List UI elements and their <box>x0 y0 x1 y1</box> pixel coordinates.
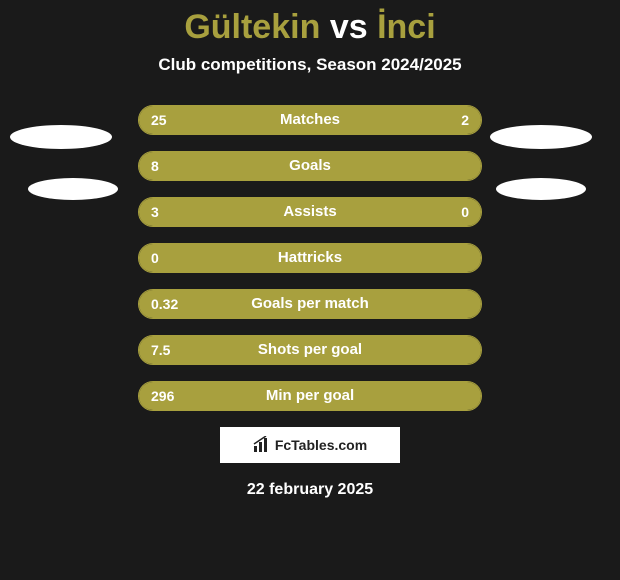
subtitle: Club competitions, Season 2024/2025 <box>0 55 620 75</box>
date: 22 february 2025 <box>0 481 620 499</box>
vs-label: vs <box>330 8 368 46</box>
stat-label: Goals <box>139 152 481 180</box>
stat-row: 0.32Goals per match <box>138 289 482 319</box>
stat-row: 296Min per goal <box>138 381 482 411</box>
player2-name: İnci <box>377 8 436 46</box>
stat-row: 25Matches2 <box>138 105 482 135</box>
stat-row: 3Assists0 <box>138 197 482 227</box>
logo-text: FcTables.com <box>275 437 367 453</box>
stat-label: Goals per match <box>139 290 481 318</box>
stat-row: 0Hattricks <box>138 243 482 273</box>
title: Gültekin vs İnci <box>0 8 620 47</box>
stat-label: Shots per goal <box>139 336 481 364</box>
stats-rows: 25Matches28Goals3Assists00Hattricks0.32G… <box>138 105 482 411</box>
fctables-logo: FcTables.com <box>220 427 400 463</box>
stat-label: Hattricks <box>139 244 481 272</box>
chart-icon <box>253 436 271 454</box>
player1-club-placeholder <box>28 178 118 200</box>
stat-label: Matches <box>139 106 481 134</box>
comparison-card: Gültekin vs İnci Club competitions, Seas… <box>0 0 620 580</box>
player1-photo-placeholder <box>10 125 112 149</box>
stat-value-right: 0 <box>461 198 469 226</box>
player2-club-placeholder <box>496 178 586 200</box>
stat-value-right: 2 <box>461 106 469 134</box>
stat-label: Assists <box>139 198 481 226</box>
stat-row: 8Goals <box>138 151 482 181</box>
stat-label: Min per goal <box>139 382 481 410</box>
stat-row: 7.5Shots per goal <box>138 335 482 365</box>
player1-name: Gültekin <box>184 8 320 46</box>
player2-photo-placeholder <box>490 125 592 149</box>
